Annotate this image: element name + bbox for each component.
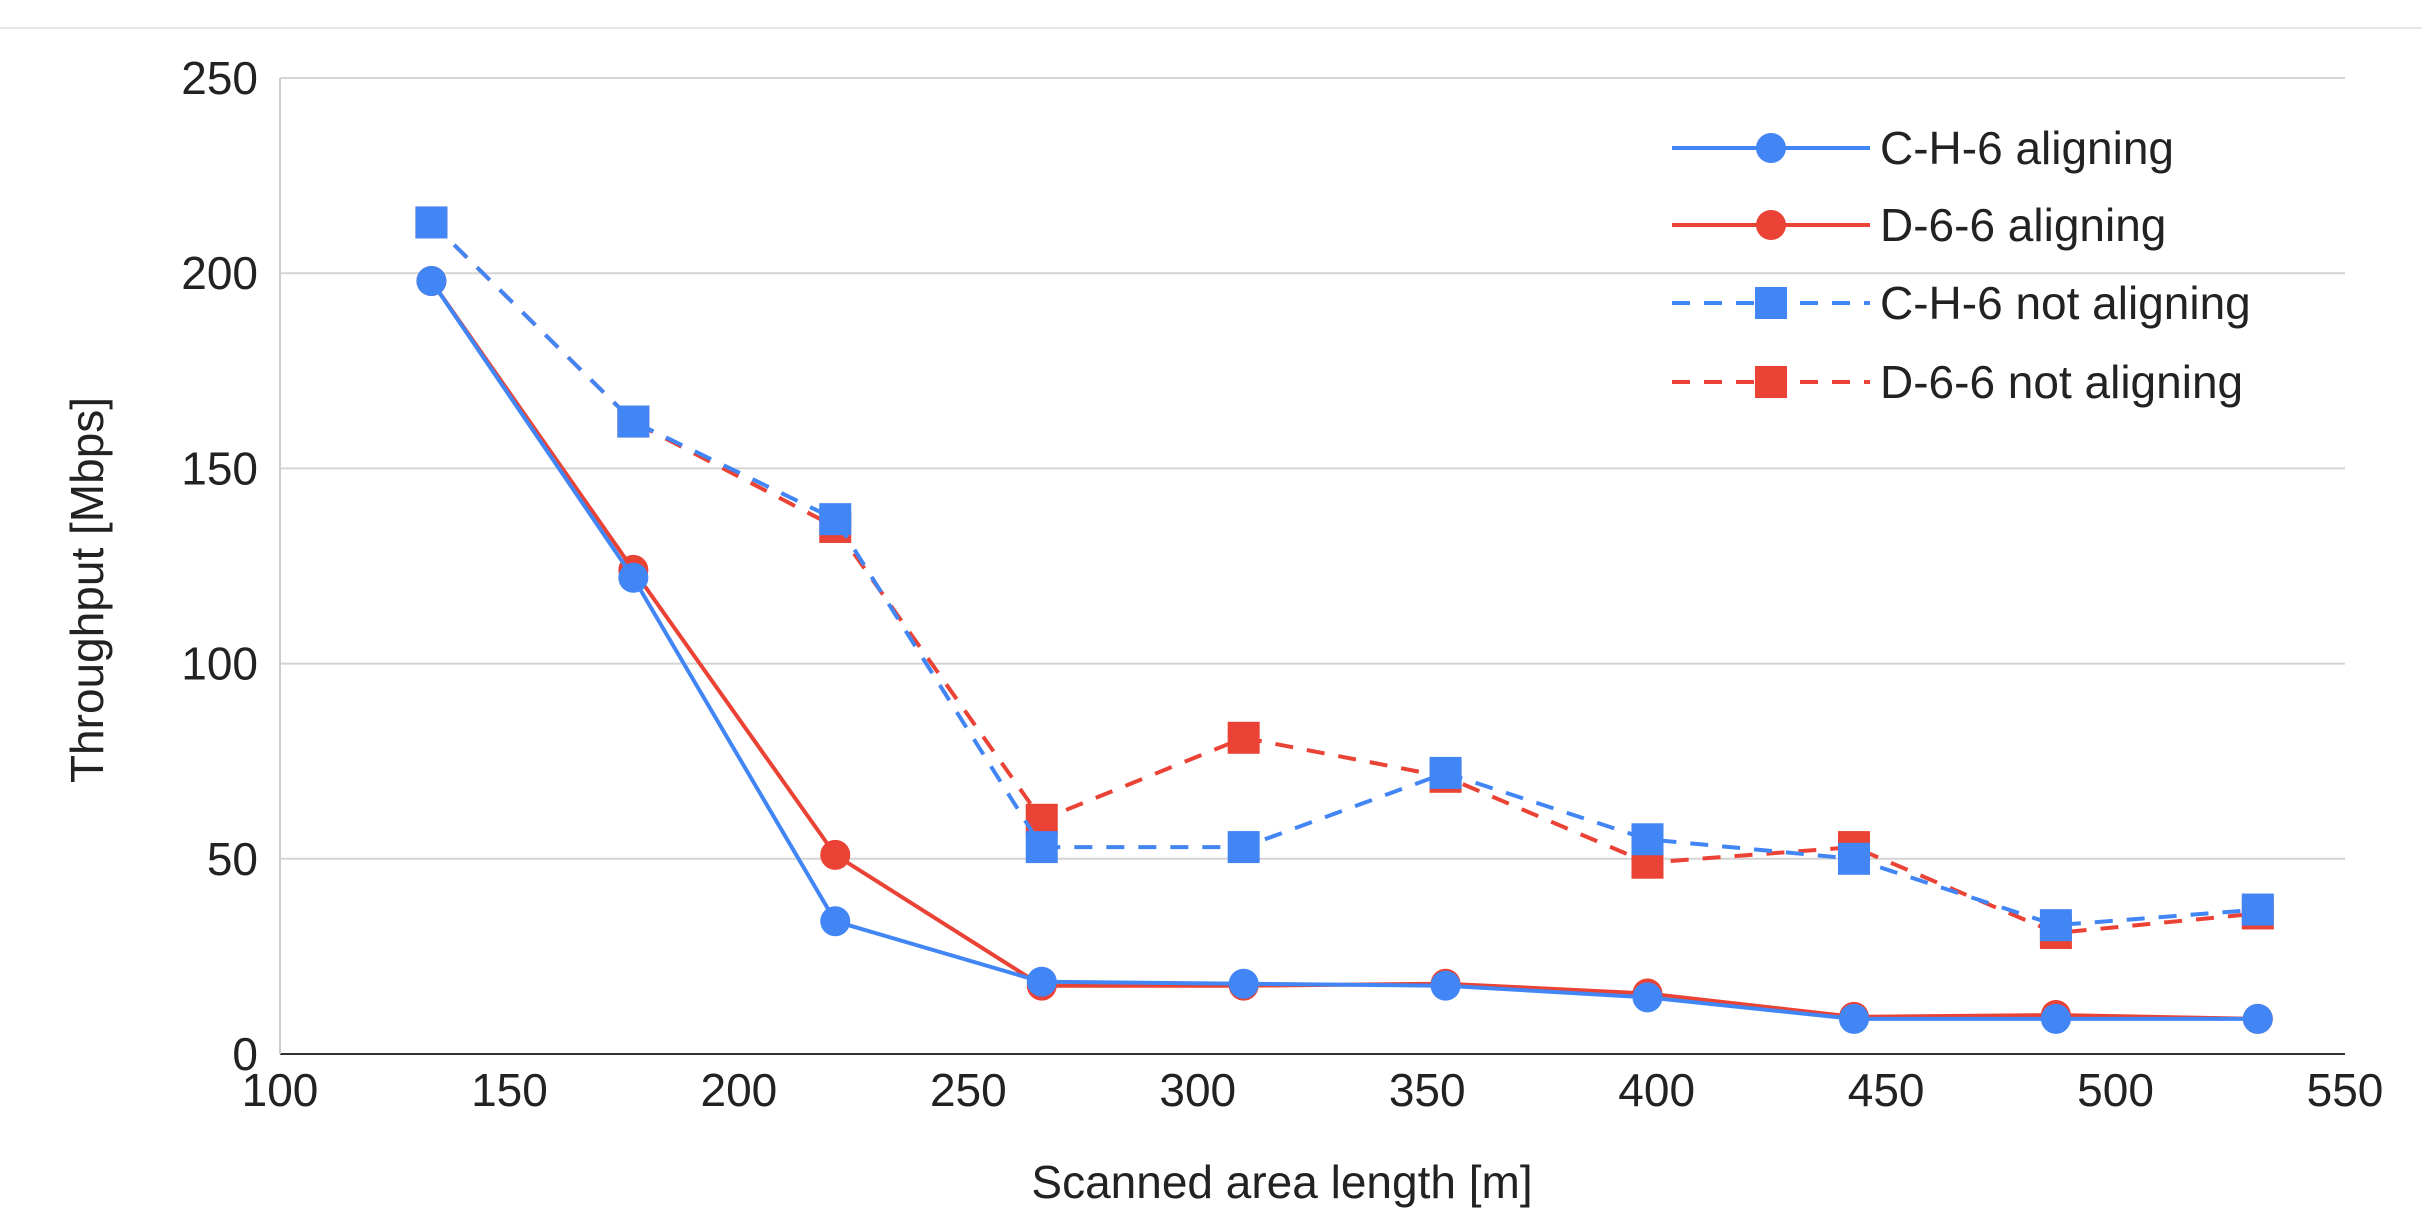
legend-label: D-6-6 aligning xyxy=(1880,199,2166,251)
axes: 0 50 100 150 200 250 100 150 200 250 300 350 400 450 5… xyxy=(181,52,2383,1116)
data-point xyxy=(2242,1003,2273,1034)
data-point xyxy=(618,562,649,593)
x-tick-label: 100 xyxy=(242,1064,319,1116)
y-tick-label: 100 xyxy=(181,638,258,690)
y-tick-label: 0 xyxy=(232,1028,258,1080)
data-point xyxy=(2040,1003,2071,1034)
x-tick-label: 400 xyxy=(1618,1064,1695,1116)
data-point xyxy=(820,906,851,937)
legend-marker xyxy=(1755,366,1787,398)
x-tick-label: 150 xyxy=(471,1064,548,1116)
data-point xyxy=(819,503,852,536)
data-point xyxy=(1838,1003,1869,1034)
legend-label: D-6-6 not aligning xyxy=(1880,356,2243,408)
data-point xyxy=(1228,968,1259,999)
series-0 xyxy=(416,266,2273,1034)
y-tick-label: 250 xyxy=(181,52,258,104)
x-tick-label: 300 xyxy=(1159,1064,1236,1116)
data-point xyxy=(1837,842,1870,875)
data-point xyxy=(1632,982,1663,1013)
data-point xyxy=(1430,970,1461,1001)
series-line xyxy=(429,279,2258,1021)
data-point xyxy=(820,839,851,870)
legend-marker xyxy=(1756,133,1786,163)
data-point xyxy=(1429,756,1462,789)
legend-item: D-6-6 not aligning xyxy=(1672,356,2243,408)
x-axis-title: Scanned area length [m] xyxy=(1031,1156,1532,1208)
legend-label: C-H-6 not aligning xyxy=(1880,277,2251,329)
series-line xyxy=(429,220,2258,928)
data-point xyxy=(1227,721,1260,754)
series-group xyxy=(415,206,2274,1034)
y-tick-label: 50 xyxy=(207,833,258,885)
y-tick-label: 150 xyxy=(181,442,258,494)
legend-marker xyxy=(1755,287,1787,319)
x-tick-label: 500 xyxy=(2077,1064,2154,1116)
x-tick-label: 350 xyxy=(1389,1064,1466,1116)
x-tick-label: 200 xyxy=(701,1064,778,1116)
legend-label: C-H-6 aligning xyxy=(1880,122,2174,174)
data-point xyxy=(1026,966,1057,997)
data-point xyxy=(1227,831,1260,864)
data-point xyxy=(416,266,447,297)
x-tick-label: 550 xyxy=(2307,1064,2384,1116)
legend-item: C-H-6 aligning xyxy=(1672,122,2174,174)
x-tick-label: 450 xyxy=(1848,1064,1925,1116)
data-point xyxy=(1631,823,1664,856)
x-tick-label: 250 xyxy=(930,1064,1007,1116)
data-point xyxy=(1025,831,1058,864)
data-point xyxy=(617,405,650,438)
data-point xyxy=(415,206,448,239)
y-axis-title: Throughput [Mbps] xyxy=(61,397,113,783)
data-point xyxy=(2241,893,2274,926)
data-point xyxy=(2039,909,2072,942)
series-2 xyxy=(415,206,2274,942)
y-tick-label: 200 xyxy=(181,247,258,299)
legend-marker xyxy=(1756,210,1786,240)
legend-item: D-6-6 aligning xyxy=(1672,199,2166,251)
legend-item: C-H-6 not aligning xyxy=(1672,277,2251,329)
legend: C-H-6 aligning D-6-6 aligning C-H-6 not al… xyxy=(1672,122,2251,408)
gridlines xyxy=(280,77,2345,860)
